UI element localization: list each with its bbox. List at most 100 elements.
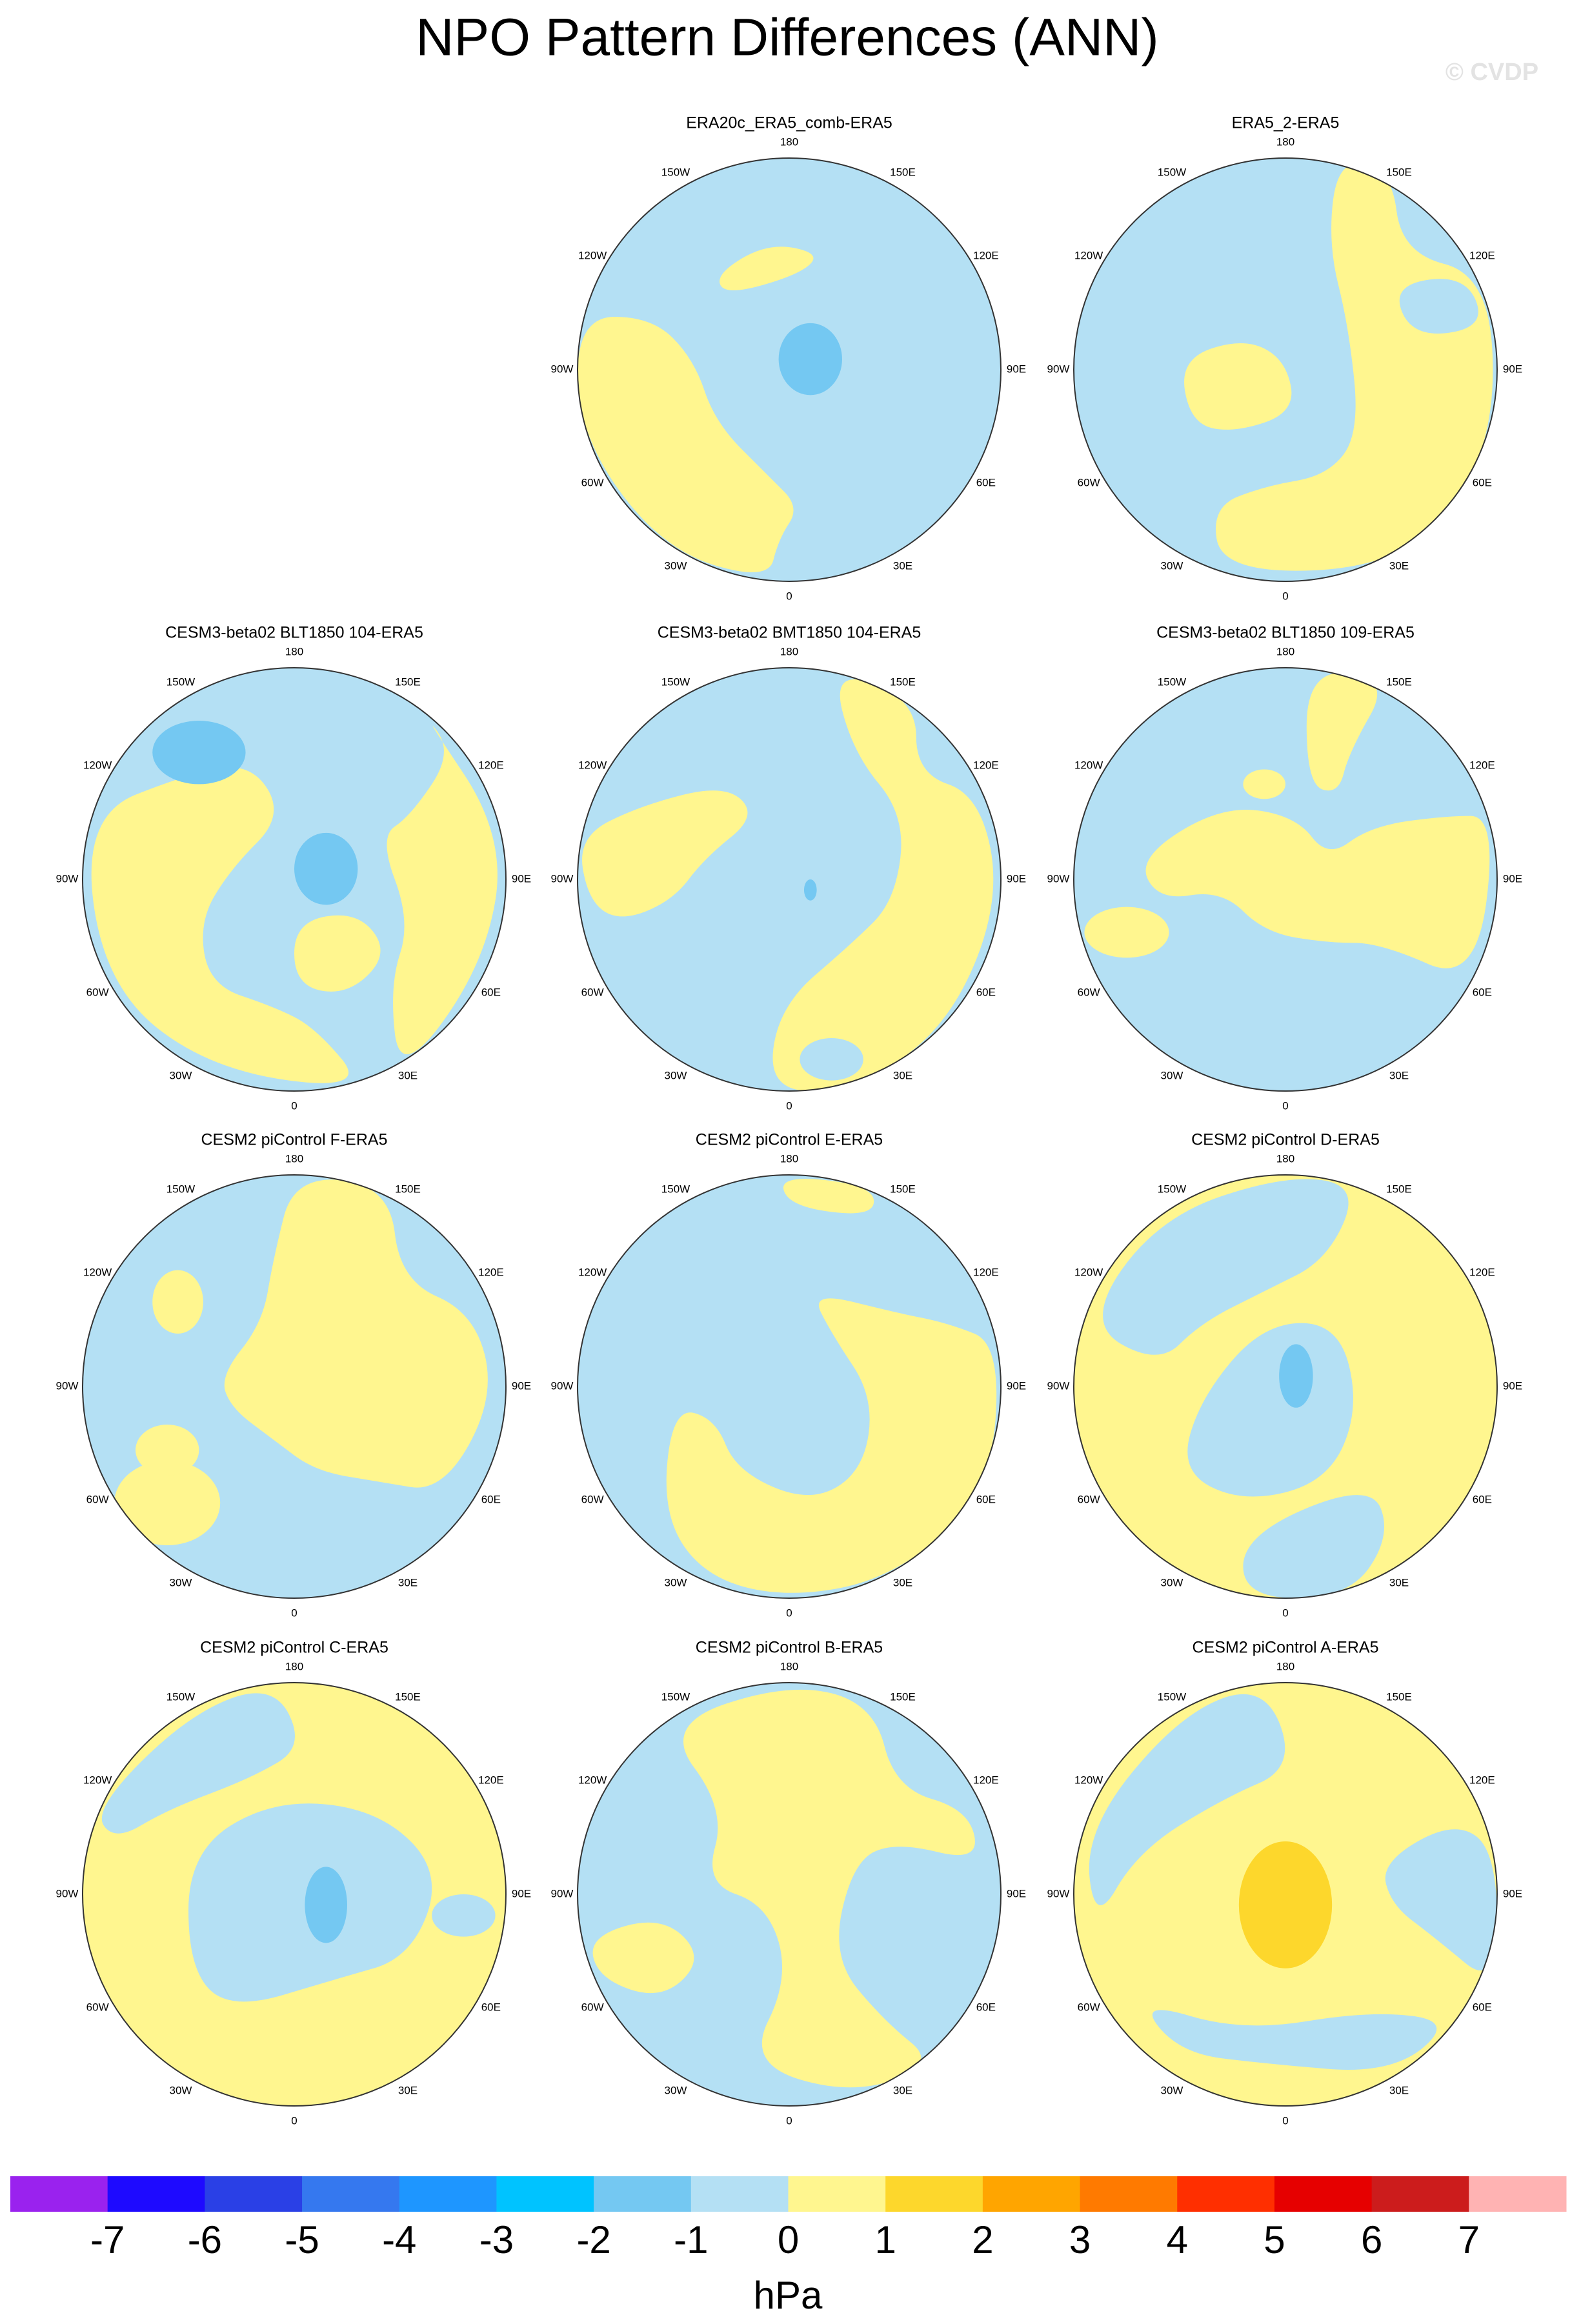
colorbar-label: hPa: [754, 2274, 823, 2317]
longitude-label: 60E: [976, 476, 996, 488]
longitude-label: 0: [291, 2114, 297, 2127]
field-region: [224, 1179, 488, 1488]
longitude-label: 120E: [973, 759, 999, 771]
longitude-label: 180: [780, 645, 798, 657]
longitude-label: 180: [1276, 1152, 1294, 1165]
field-region: [1306, 672, 1378, 791]
field-region: [1184, 343, 1292, 430]
field-region: [294, 915, 381, 992]
longitude-label: 30E: [893, 2084, 912, 2096]
longitude-label: 90W: [56, 1887, 79, 1899]
field-region: [582, 790, 748, 917]
longitude-label: 60E: [1473, 2001, 1492, 2013]
longitude-label: 60W: [86, 1493, 109, 1505]
map-field: [1074, 668, 1497, 1091]
longitude-label: 90E: [1503, 1887, 1522, 1899]
field-region: [800, 1038, 863, 1081]
map-panel: CESM3-beta02 BLT1850 109-ERA5 0 30E 60E 90E 1…: [1047, 624, 1523, 1112]
longitude-label: 180: [780, 1152, 798, 1165]
field-region: [136, 1425, 199, 1476]
longitude-label: 150E: [395, 676, 421, 688]
colorbar-box: [788, 2176, 886, 2212]
longitude-label: 30E: [893, 1576, 912, 1588]
longitude-label: 150W: [166, 676, 195, 688]
longitude-label: 30W: [1161, 2084, 1183, 2096]
longitude-label: 180: [1276, 645, 1294, 657]
field-region: [578, 317, 794, 572]
longitude-label: 60E: [481, 2001, 501, 2013]
longitude-label: 120W: [1074, 1774, 1103, 1786]
colorbar-box: [885, 2176, 983, 2212]
colorbar-tick-label: -2: [576, 2218, 610, 2261]
map-border: [1073, 157, 1498, 582]
panel-title: CESM2 piControl D-ERA5: [1191, 1131, 1380, 1149]
longitude-label: 30E: [398, 2084, 418, 2096]
longitude-label: 90E: [512, 1379, 531, 1392]
map-border: [577, 667, 1002, 1092]
field-region: [1279, 1344, 1313, 1408]
field-region: [1385, 1829, 1497, 1970]
longitude-label: 120E: [478, 759, 504, 771]
field-region: [101, 1693, 296, 1834]
map-field: [83, 1175, 506, 1598]
panel-title: ERA5_2-ERA5: [1232, 114, 1340, 132]
longitude-label: 0: [1282, 2114, 1288, 2127]
longitude-label: 60W: [1078, 1493, 1100, 1505]
longitude-label: 30W: [1161, 1576, 1183, 1588]
colorbar-tick-label: -7: [90, 2218, 125, 2261]
longitude-label: 0: [1282, 1607, 1288, 1619]
field-region: [1238, 1841, 1333, 1968]
map-border: [577, 1174, 1002, 1599]
longitude-label: 60E: [1473, 1493, 1492, 1505]
longitude-label: 150W: [1158, 676, 1186, 688]
longitude-label: 30E: [893, 559, 912, 572]
longitude-label: 120W: [578, 1266, 607, 1278]
field-region: [387, 726, 498, 1055]
longitude-label: 120E: [973, 249, 999, 261]
longitude-label: 30W: [1161, 559, 1183, 572]
longitude-label: 90W: [551, 1887, 574, 1899]
colorbar-tick-label: 5: [1264, 2218, 1285, 2261]
longitude-label: 30W: [170, 2084, 192, 2096]
longitude-label: 150W: [1158, 166, 1186, 179]
colorbar-box: [1177, 2176, 1275, 2212]
longitude-label: 0: [1282, 1099, 1288, 1112]
map-panel: CESM2 piControl C-ERA5 0 30E 60E 90E 120E 150E…: [56, 1639, 532, 2127]
field-region: [1216, 163, 1493, 571]
map-field: [578, 668, 1001, 1091]
field-region: [1089, 1694, 1285, 1905]
colorbar-tick-label: -5: [285, 2218, 319, 2261]
longitude-label: 90E: [1007, 872, 1026, 885]
longitude-label: 150E: [1386, 1691, 1412, 1703]
panel-title: CESM2 piControl C-ERA5: [200, 1639, 388, 1657]
longitude-label: 0: [291, 1099, 297, 1112]
longitude-label: 30E: [1389, 2084, 1409, 2096]
longitude-label: 30E: [893, 1069, 912, 1081]
longitude-label: 60W: [581, 986, 604, 998]
colorbar-box: [1469, 2176, 1567, 2212]
longitude-label: 150E: [890, 1183, 916, 1196]
colorbar-box: [594, 2176, 692, 2212]
field-region: [305, 1867, 347, 1943]
colorbar-box: [107, 2176, 205, 2212]
longitude-label: 120E: [973, 1266, 999, 1278]
map-border: [1073, 667, 1498, 1092]
field-region: [152, 1270, 203, 1334]
map-border: [82, 1174, 507, 1599]
panel-title: CESM3-beta02 BMT1850 104-ERA5: [658, 624, 921, 642]
longitude-label: 120W: [1074, 1266, 1103, 1278]
colorbar-box: [982, 2176, 1081, 2212]
longitude-label: 90E: [1007, 1379, 1026, 1392]
figure-title: NPO Pattern Differences (ANN): [416, 8, 1158, 67]
longitude-label: 60W: [1078, 476, 1100, 488]
longitude-label: 150E: [1386, 1183, 1412, 1196]
field-region: [1084, 907, 1169, 958]
longitude-label: 60W: [581, 2001, 604, 2013]
field-region: [720, 246, 814, 290]
colorbar-tick-label: -4: [382, 2218, 416, 2261]
longitude-label: 120E: [1469, 1266, 1495, 1278]
longitude-label: 90W: [1047, 363, 1070, 375]
colorbar-tick-label: -3: [479, 2218, 514, 2261]
longitude-label: 150E: [1386, 676, 1412, 688]
